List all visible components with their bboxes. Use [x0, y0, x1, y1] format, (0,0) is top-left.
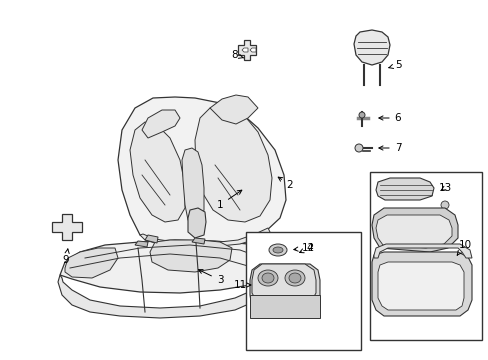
Text: 1: 1 [216, 190, 241, 210]
Polygon shape [58, 272, 275, 318]
Ellipse shape [258, 270, 278, 286]
Polygon shape [371, 208, 457, 252]
Polygon shape [249, 295, 319, 318]
Text: 7: 7 [378, 143, 401, 153]
Polygon shape [145, 235, 158, 243]
Ellipse shape [285, 270, 305, 286]
Text: 10: 10 [456, 240, 470, 255]
Polygon shape [150, 240, 231, 272]
Polygon shape [242, 48, 247, 52]
Circle shape [358, 112, 364, 118]
Circle shape [444, 215, 450, 221]
Text: 13: 13 [437, 183, 451, 193]
Polygon shape [209, 95, 258, 124]
Text: 8: 8 [231, 50, 243, 60]
Text: 11: 11 [233, 280, 250, 290]
Ellipse shape [268, 244, 286, 256]
Polygon shape [65, 248, 118, 278]
Text: 3: 3 [198, 270, 223, 285]
Ellipse shape [262, 273, 273, 283]
Polygon shape [60, 240, 278, 293]
Polygon shape [130, 122, 184, 222]
Polygon shape [254, 233, 267, 241]
Polygon shape [135, 241, 148, 247]
Polygon shape [195, 107, 271, 222]
Text: 2: 2 [278, 177, 293, 190]
Polygon shape [140, 228, 269, 247]
Bar [369, 172, 481, 340]
Polygon shape [251, 264, 315, 302]
Polygon shape [353, 30, 389, 65]
Polygon shape [192, 238, 204, 244]
Polygon shape [371, 252, 471, 316]
Polygon shape [187, 208, 205, 238]
Polygon shape [373, 244, 471, 258]
Circle shape [354, 144, 362, 152]
Text: 12: 12 [293, 243, 314, 253]
Circle shape [443, 227, 449, 233]
Polygon shape [142, 110, 180, 138]
Ellipse shape [288, 273, 301, 283]
Polygon shape [118, 97, 285, 245]
Polygon shape [238, 40, 256, 60]
Text: 6: 6 [378, 113, 401, 123]
Circle shape [440, 201, 448, 209]
Polygon shape [249, 48, 256, 52]
Polygon shape [182, 148, 203, 225]
Text: 4: 4 [299, 243, 313, 253]
Ellipse shape [272, 247, 283, 253]
Text: 9: 9 [62, 249, 69, 265]
Polygon shape [377, 262, 463, 310]
Polygon shape [52, 214, 82, 240]
Polygon shape [375, 215, 451, 248]
Bar [245, 232, 360, 350]
Polygon shape [375, 178, 433, 200]
Text: 5: 5 [388, 60, 401, 70]
Polygon shape [249, 264, 319, 318]
